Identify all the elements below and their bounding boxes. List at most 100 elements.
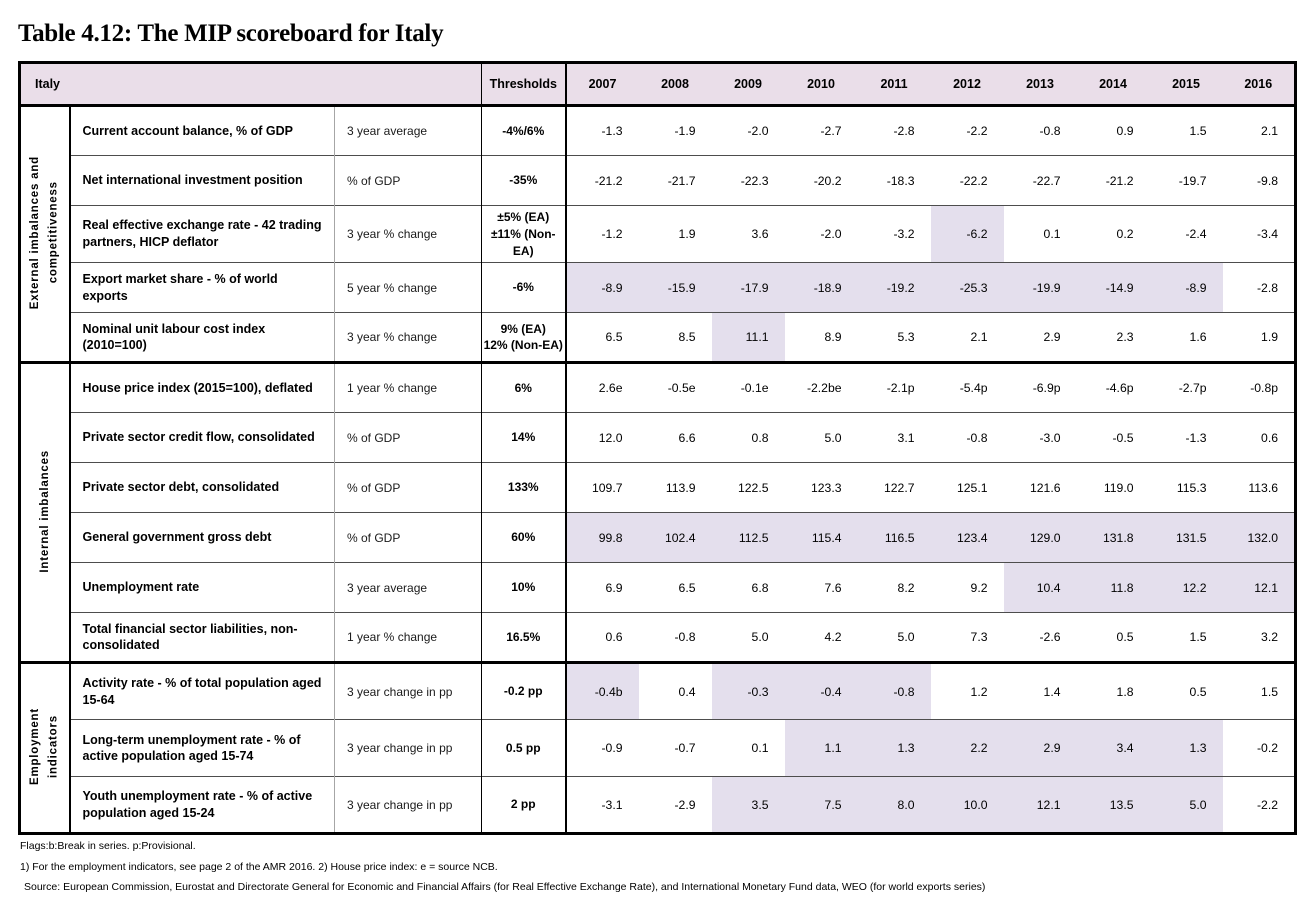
- header-year-2007: 2007: [565, 62, 639, 107]
- value-cell-2008: -0.8: [638, 612, 712, 663]
- value-cell-2007: -3.1: [565, 776, 639, 834]
- value-cell-2008: 0.4: [638, 661, 712, 720]
- indicator-name-cell: General government gross debt: [69, 512, 335, 563]
- value-cell-2014: 0.9: [1076, 105, 1150, 156]
- value-cell-2012: -25.3: [930, 262, 1004, 313]
- threshold-cell: 14%: [481, 412, 567, 463]
- unit-cell: 1 year % change: [334, 612, 482, 663]
- value-cell-2014: 2.3: [1076, 312, 1150, 363]
- value-cell-2016: 2.1: [1222, 105, 1296, 156]
- value-cell-2013: 2.9: [1003, 312, 1077, 363]
- header-year-2012: 2012: [930, 62, 1004, 107]
- header-year-2013: 2013: [1003, 62, 1077, 107]
- value-cell-2009: -0.3: [711, 661, 785, 720]
- unit-cell: % of GDP: [334, 155, 482, 206]
- header-year-2008: 2008: [638, 62, 712, 107]
- value-cell-2016: 1.5: [1222, 661, 1296, 720]
- header-year-2014: 2014: [1076, 62, 1150, 107]
- value-cell-2010: 115.4: [784, 512, 858, 563]
- value-cell-2016: 1.9: [1222, 312, 1296, 363]
- value-cell-2010: 4.2: [784, 612, 858, 663]
- table-title: Table 4.12: The MIP scoreboard for Italy: [18, 20, 444, 47]
- value-cell-2010: 5.0: [784, 412, 858, 463]
- value-cell-2011: 1.3: [857, 719, 931, 777]
- value-cell-2009: 3.6: [711, 204, 785, 263]
- value-cell-2011: 5.3: [857, 312, 931, 363]
- table-row: Export market share - % of world exports…: [20, 262, 1296, 313]
- table-row: Real effective exchange rate - 42 tradin…: [20, 204, 1296, 263]
- value-cell-2008: 8.5: [638, 312, 712, 363]
- value-cell-2009: -2.0: [711, 105, 785, 156]
- value-cell-2011: -0.8: [857, 661, 931, 720]
- value-cell-2010: -20.2: [784, 155, 858, 206]
- value-cell-2010: 1.1: [784, 719, 858, 777]
- unit-cell: 3 year % change: [334, 204, 482, 263]
- value-cell-2009: -17.9: [711, 262, 785, 313]
- value-cell-2008: 1.9: [638, 204, 712, 263]
- group-label-cell: Internal imbalances: [19, 361, 71, 663]
- value-cell-2015: 131.5: [1149, 512, 1223, 563]
- header-year-2010: 2010: [784, 62, 858, 107]
- group-label-cell: Employment indicators: [19, 661, 71, 834]
- table-row: Total financial sector liabilities, non-…: [20, 612, 1296, 663]
- value-cell-2009: 112.5: [711, 512, 785, 563]
- value-cell-2013: 10.4: [1003, 562, 1077, 613]
- value-cell-2011: -19.2: [857, 262, 931, 313]
- unit-cell: % of GDP: [334, 462, 482, 513]
- value-cell-2015: 1.5: [1149, 105, 1223, 156]
- threshold-cell: 10%: [481, 562, 567, 613]
- value-cell-2008: -2.9: [638, 776, 712, 834]
- threshold-cell: 16.5%: [481, 612, 567, 663]
- value-cell-2016: -9.8: [1222, 155, 1296, 206]
- value-cell-2012: -5.4p: [930, 361, 1004, 413]
- value-cell-2007: 12.0: [565, 412, 639, 463]
- threshold-cell: -35%: [481, 155, 567, 206]
- value-cell-2011: 5.0: [857, 612, 931, 663]
- value-cell-2014: 119.0: [1076, 462, 1150, 513]
- unit-cell: 3 year change in pp: [334, 776, 482, 834]
- value-cell-2012: 125.1: [930, 462, 1004, 513]
- value-cell-2015: -1.3: [1149, 412, 1223, 463]
- value-cell-2016: -3.4: [1222, 204, 1296, 263]
- value-cell-2016: -0.2: [1222, 719, 1296, 777]
- value-cell-2015: 12.2: [1149, 562, 1223, 613]
- value-cell-2007: 109.7: [565, 462, 639, 513]
- threshold-cell: 0.5 pp: [481, 719, 567, 777]
- value-cell-2007: 99.8: [565, 512, 639, 563]
- value-cell-2013: -19.9: [1003, 262, 1077, 313]
- value-cell-2007: -21.2: [565, 155, 639, 206]
- table-row: Long-term unemployment rate - % of activ…: [20, 719, 1296, 777]
- value-cell-2007: 0.6: [565, 612, 639, 663]
- value-cell-2013: -2.6: [1003, 612, 1077, 663]
- table-row: Internal imbalances House price index (20…: [19, 361, 1296, 663]
- header-thresholds: Thresholds: [481, 62, 567, 107]
- value-cell-2010: 7.5: [784, 776, 858, 834]
- threshold-cell: 133%: [481, 462, 567, 513]
- footnote-flags: Flags:b:Break in series. p:Provisional.: [20, 840, 196, 853]
- indicator-name-cell: Real effective exchange rate - 42 tradin…: [69, 204, 335, 263]
- value-cell-2011: 3.1: [857, 412, 931, 463]
- value-cell-2007: 6.5: [565, 312, 639, 363]
- value-cell-2012: 9.2: [930, 562, 1004, 613]
- value-cell-2012: 2.1: [930, 312, 1004, 363]
- value-cell-2009: 3.5: [711, 776, 785, 834]
- value-cell-2010: -0.4: [784, 661, 858, 720]
- header-row: Italy Thresholds 2007 2008 2009 2010 2011 201…: [19, 62, 1296, 107]
- table-row: Nominal unit labour cost index (2010=100…: [20, 312, 1296, 363]
- value-cell-2008: -0.5e: [638, 361, 712, 413]
- value-cell-2014: -0.5: [1076, 412, 1150, 463]
- indicator-name-cell: Nominal unit labour cost index (2010=100…: [69, 312, 335, 363]
- unit-cell: 3 year % change: [334, 312, 482, 363]
- threshold-cell: 9% (EA) 12% (Non-EA): [481, 312, 567, 363]
- value-cell-2015: 5.0: [1149, 776, 1223, 834]
- value-cell-2010: 123.3: [784, 462, 858, 513]
- value-cell-2007: -8.9: [565, 262, 639, 313]
- indicator-name-cell: Export market share - % of world exports: [69, 262, 335, 313]
- value-cell-2016: 0.6: [1222, 412, 1296, 463]
- value-cell-2016: -2.2: [1222, 776, 1296, 834]
- value-cell-2014: 131.8: [1076, 512, 1150, 563]
- table-body: External imbalances and competitiveness C…: [19, 104, 1296, 834]
- value-cell-2008: 6.6: [638, 412, 712, 463]
- value-cell-2010: -2.0: [784, 204, 858, 263]
